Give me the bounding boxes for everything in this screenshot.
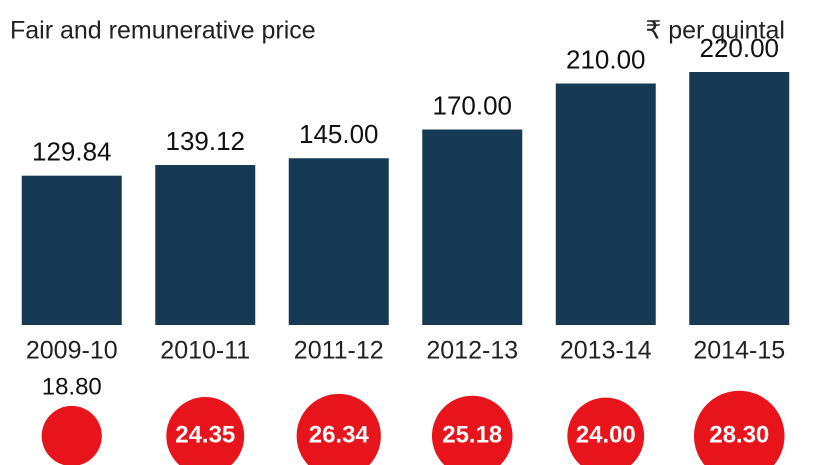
unit-label: ₹ per quintal [645,17,785,45]
x-tick-label: 2011-12 [294,337,384,365]
chart-subtitle: Fair and remunerative price [10,17,316,45]
bar-value-label: 129.84 [32,137,112,167]
bar-value-label: 220.00 [699,33,779,63]
circle-mark [41,405,102,465]
bar [422,129,523,325]
circle-value-label: 28.30 [709,421,769,448]
x-tick-label: 2010-11 [160,337,250,365]
bar-value-label: 210.00 [566,44,646,74]
circle-value-label: 25.18 [442,421,502,448]
x-tick-label: 2014-15 [693,337,785,365]
bar [21,175,122,325]
circle-value-label: 18.80 [42,373,102,400]
bar [155,165,256,325]
circle-value-label: 24.00 [576,421,636,448]
circle-mark [166,397,245,465]
bar-value-label: 170.00 [432,90,512,120]
x-tick-label: 2009-10 [26,337,118,365]
x-tick-label: 2013-14 [560,337,652,365]
bar [288,158,389,325]
bar-value-label: 139.12 [165,126,245,156]
bar-value-label: 145.00 [299,119,379,149]
circle-mark [693,390,785,465]
bar [689,72,790,325]
x-tick-label: 2012-13 [426,337,518,365]
circle-mark [296,393,381,465]
circle-mark [431,395,513,465]
circle-value-label: 26.34 [309,421,370,448]
bar [555,83,656,325]
circle-value-label: 24.35 [175,421,235,448]
circle-mark [567,397,645,465]
